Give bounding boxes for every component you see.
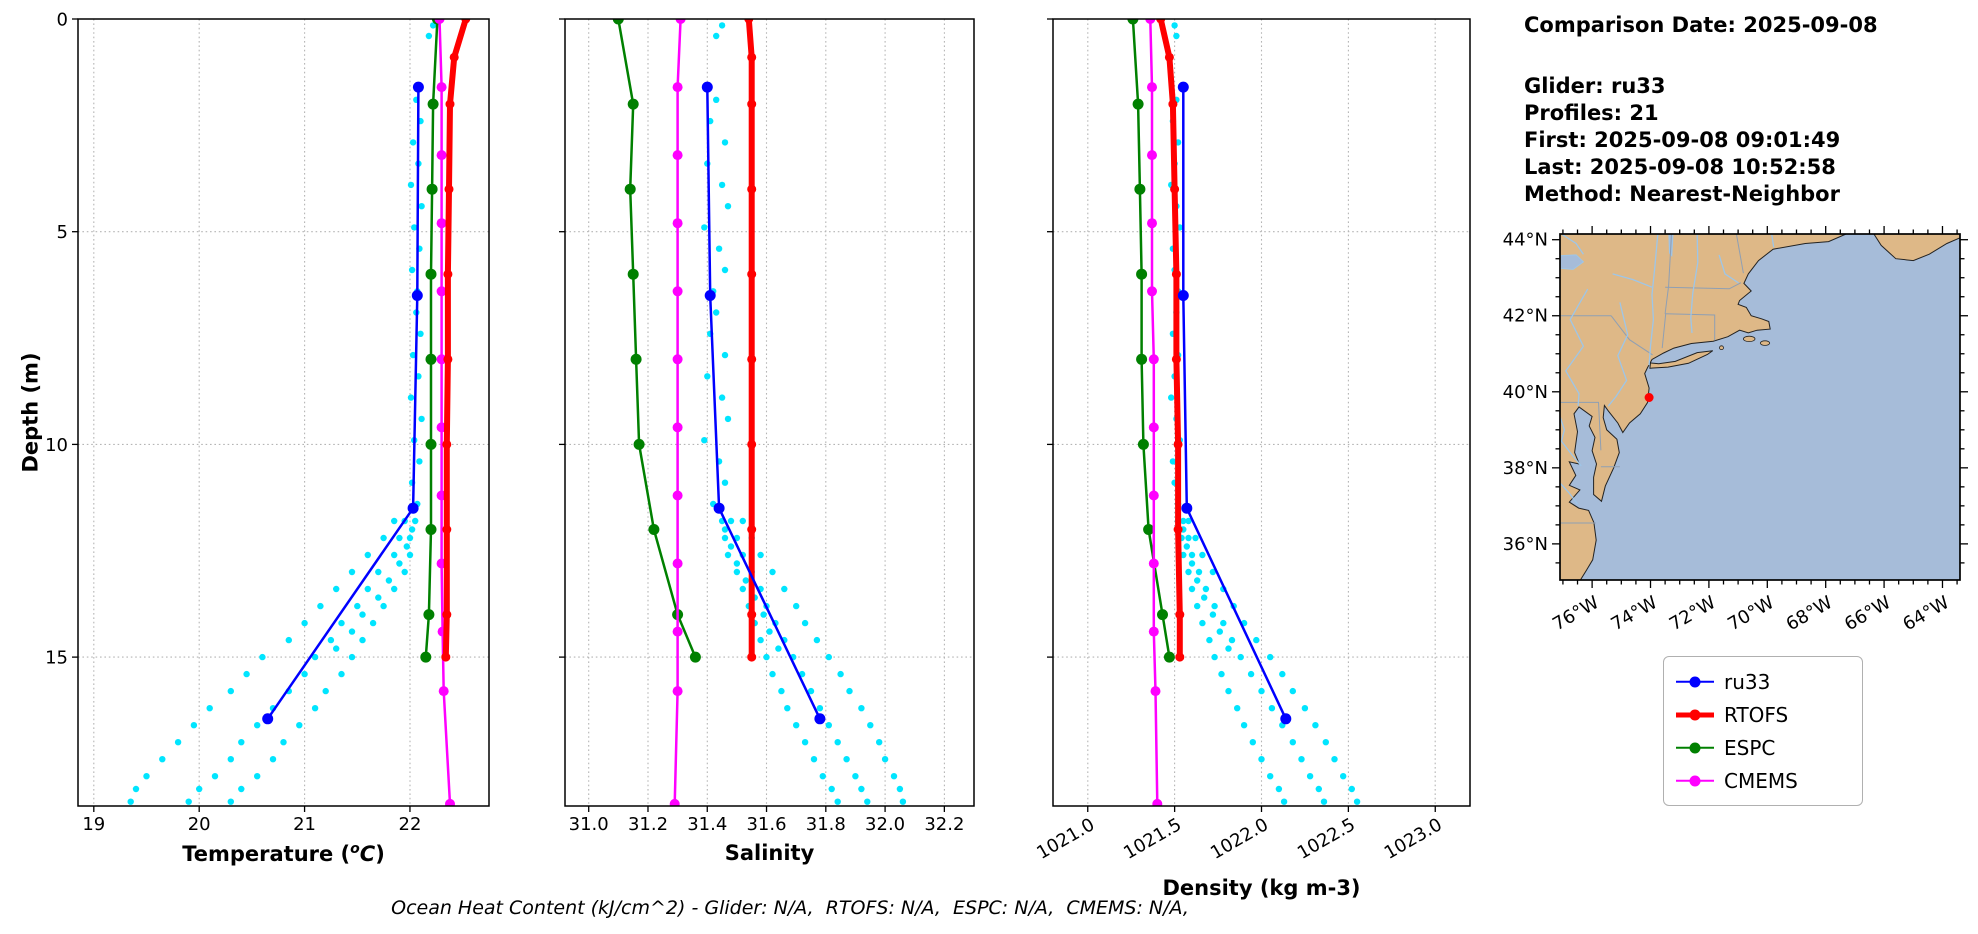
ESPC-profile-temperature (420, 19, 443, 663)
svg-text:22: 22 (399, 814, 422, 835)
legend-label-cmems: CMEMS (1724, 768, 1798, 793)
svg-text:70°W: 70°W (1724, 592, 1778, 635)
svg-text:38°N: 38°N (1503, 458, 1548, 479)
svg-text:1023.0: 1023.0 (1381, 814, 1446, 864)
svg-text:32.2: 32.2 (924, 814, 964, 835)
svg-text:10: 10 (45, 435, 68, 456)
svg-text:0: 0 (57, 10, 68, 31)
glider-scatter-density (1168, 22, 1361, 805)
svg-text:31.6: 31.6 (746, 814, 786, 835)
svg-text:36°N: 36°N (1503, 534, 1548, 555)
ru33-line-marker-icon (1676, 675, 1714, 688)
svg-text:21: 21 (293, 814, 316, 835)
svg-text:64°W: 64°W (1899, 592, 1953, 635)
first-profile-time-text: First: 2025-09-08 09:01:49 (1524, 128, 1841, 152)
svg-text:74°W: 74°W (1607, 592, 1661, 635)
CMEMS-profile-salinity (669, 19, 686, 806)
svg-text:40°N: 40°N (1503, 382, 1548, 403)
svg-text:76°W: 76°W (1549, 592, 1603, 635)
svg-text:68°W: 68°W (1783, 592, 1837, 635)
svg-text:15: 15 (45, 648, 68, 669)
legend-label-espc: ESPC (1724, 735, 1776, 760)
svg-text:32.0: 32.0 (865, 814, 905, 835)
svg-text:72°W: 72°W (1666, 592, 1720, 635)
salinity-axis-label: Salinity (724, 841, 815, 865)
ESPC-profile-density (1127, 19, 1175, 663)
temperature-axis-label: Temperature (oC) (182, 841, 385, 866)
svg-text:1022.0: 1022.0 (1207, 814, 1272, 864)
salinity-plot: 31.0 31.2 31.4 31.6 31.8 32.0 32.2 (559, 18, 975, 835)
svg-text:1021.0: 1021.0 (1033, 814, 1098, 864)
depth-axis-label: Depth (m) (18, 352, 43, 473)
state-borders (1560, 233, 1744, 524)
temperature-plot: 19 20 21 22 0 5 10 15 (45, 10, 490, 835)
svg-text:19: 19 (82, 814, 105, 835)
lakes (1559, 233, 1674, 270)
legend-item-ru33: ru33 (1676, 670, 1856, 694)
glider-name-text: Glider: ru33 (1524, 74, 1666, 98)
svg-text:1022.5: 1022.5 (1294, 814, 1359, 864)
RTOFS-profile-temperature (441, 19, 471, 662)
method-text: Method: Nearest-Neighbor (1524, 182, 1840, 206)
comparison-date-text: Comparison Date: 2025-09-08 (1524, 13, 1878, 37)
legend-item-cmems: CMEMS (1676, 769, 1856, 793)
svg-text:20: 20 (188, 814, 211, 835)
svg-text:5: 5 (57, 222, 68, 243)
density-plot: 1021.0 1021.5 1022.0 1022.5 1023.0 (1033, 18, 1471, 864)
ru33-profile-density (1177, 81, 1292, 725)
svg-text:42°N: 42°N (1503, 306, 1548, 327)
legend-item-espc: ESPC (1676, 736, 1856, 760)
svg-text:1021.5: 1021.5 (1120, 814, 1185, 864)
svg-text:31.4: 31.4 (687, 814, 727, 835)
rivers (1559, 233, 1775, 505)
legend-label-rtofs: RTOFS (1724, 702, 1789, 727)
CMEMS-profile-density (1145, 19, 1163, 806)
legend-label-ru33: ru33 (1724, 669, 1771, 694)
ocean-heat-content-note: Ocean Heat Content (kJ/cm^2) - Glider: N… (391, 897, 1189, 919)
RTOFS-profile-salinity (744, 19, 757, 662)
location-map: 76°W 74°W 72°W 70°W 68°W 66°W 64°W 44°N 42°N 40°N… (1503, 226, 1968, 635)
svg-text:44°N: 44°N (1503, 230, 1548, 251)
profiles-count-text: Profiles: 21 (1524, 101, 1659, 125)
cmems-line-marker-icon (1676, 774, 1714, 787)
last-profile-time-text: Last: 2025-09-08 10:52:58 (1524, 155, 1836, 179)
RTOFS-profile-density (1156, 19, 1185, 662)
svg-text:31.2: 31.2 (628, 814, 668, 835)
glider-location-dot (1644, 393, 1654, 402)
ESPC-profile-salinity (612, 19, 701, 663)
legend-item-rtofs: RTOFS (1676, 703, 1856, 727)
ru33-profile-salinity (701, 81, 826, 725)
info-gap (1524, 39, 1878, 73)
espc-line-marker-icon (1676, 741, 1714, 754)
legend: ru33 RTOFS ESPC CMEMS (1663, 656, 1863, 806)
svg-text:66°W: 66°W (1841, 592, 1895, 635)
glider-scatter-temperature (127, 22, 437, 805)
info-block: Comparison Date: 2025-09-08 Glider: ru33… (1524, 12, 1878, 208)
land (1559, 233, 1961, 581)
svg-text:31.8: 31.8 (806, 814, 846, 835)
rtofs-line-marker-icon (1676, 708, 1714, 721)
svg-text:31.0: 31.0 (569, 814, 609, 835)
ru33-profile-temperature (262, 81, 424, 725)
density-axis-label: Density (kg m-3) (1162, 876, 1361, 900)
